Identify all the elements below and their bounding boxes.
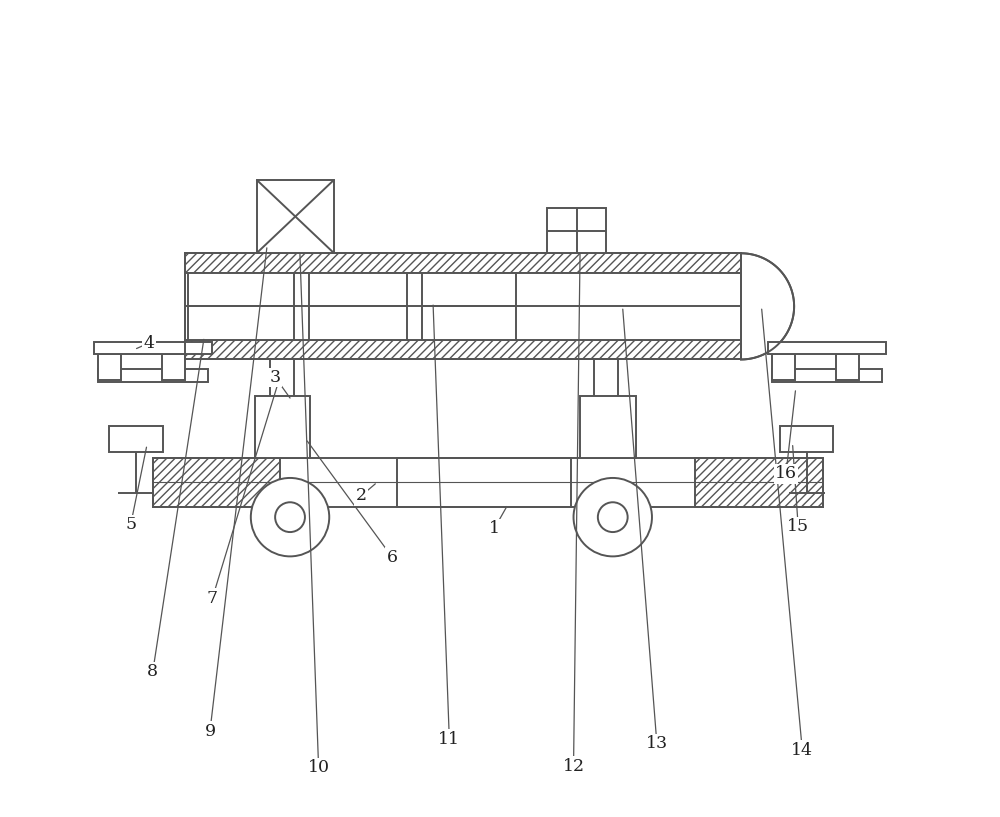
Bar bbox=[695, 458, 823, 507]
Text: 9: 9 bbox=[204, 723, 216, 739]
Text: 8: 8 bbox=[147, 663, 158, 680]
Bar bbox=[836, 354, 859, 380]
Text: 7: 7 bbox=[207, 590, 218, 606]
Text: 6: 6 bbox=[387, 549, 398, 565]
Bar bbox=[768, 342, 886, 354]
Bar bbox=[772, 369, 882, 382]
Bar bbox=[772, 354, 795, 380]
Circle shape bbox=[251, 478, 329, 556]
Polygon shape bbox=[741, 253, 794, 359]
Bar bbox=[153, 458, 280, 507]
Bar bbox=[580, 396, 636, 458]
Circle shape bbox=[598, 502, 628, 532]
Bar bbox=[162, 354, 185, 380]
Bar bbox=[185, 253, 741, 273]
Bar bbox=[185, 340, 741, 359]
Text: 5: 5 bbox=[125, 516, 136, 533]
Circle shape bbox=[275, 502, 305, 532]
Bar bbox=[188, 273, 294, 340]
Text: 1: 1 bbox=[489, 520, 500, 537]
Circle shape bbox=[574, 478, 652, 556]
Bar bbox=[153, 458, 823, 507]
Text: 3: 3 bbox=[270, 369, 281, 386]
Text: 16: 16 bbox=[775, 466, 797, 482]
Bar bbox=[98, 354, 121, 380]
Text: 11: 11 bbox=[438, 731, 460, 748]
Bar bbox=[185, 273, 741, 340]
Bar bbox=[547, 208, 606, 253]
Bar bbox=[397, 458, 571, 507]
Bar bbox=[422, 273, 516, 340]
Text: 10: 10 bbox=[308, 760, 330, 776]
Text: 13: 13 bbox=[646, 735, 668, 752]
Text: 14: 14 bbox=[791, 742, 813, 758]
Bar bbox=[780, 426, 833, 452]
Bar bbox=[255, 396, 310, 458]
Text: 12: 12 bbox=[562, 758, 585, 775]
Text: 4: 4 bbox=[143, 335, 154, 351]
Bar bbox=[98, 369, 208, 382]
Bar bbox=[109, 426, 163, 452]
Bar bbox=[185, 253, 741, 359]
Text: 15: 15 bbox=[787, 519, 809, 535]
Bar bbox=[257, 180, 334, 253]
Bar bbox=[94, 342, 212, 354]
Text: 2: 2 bbox=[356, 488, 367, 504]
Bar bbox=[309, 273, 407, 340]
